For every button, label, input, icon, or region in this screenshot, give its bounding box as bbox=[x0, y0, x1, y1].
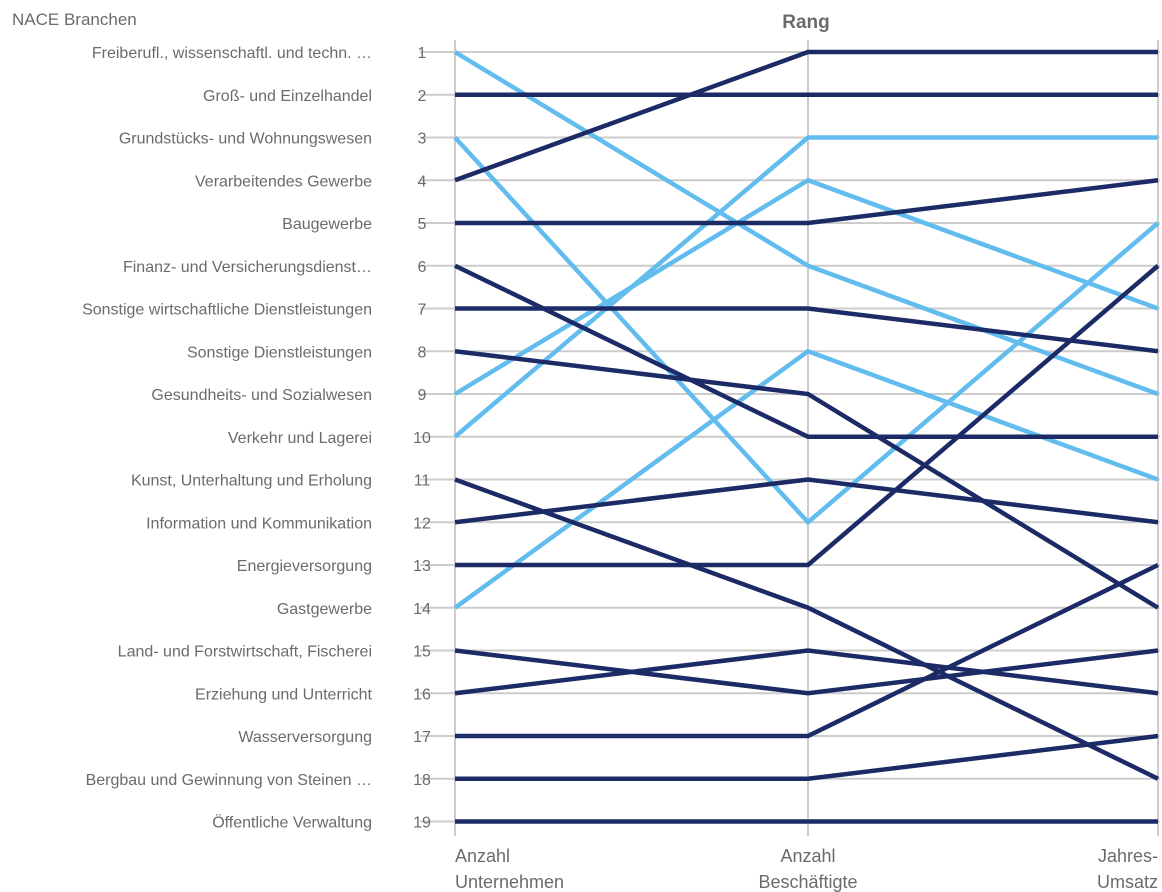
rank-tick-label: 18 bbox=[413, 772, 431, 789]
chart-title: Rang bbox=[782, 12, 830, 33]
rank-tick-label: 19 bbox=[413, 815, 431, 832]
rank-tick-label: 16 bbox=[413, 686, 431, 703]
category-label: Verarbeitendes Gewerbe bbox=[195, 173, 372, 190]
rank-tick-label: 2 bbox=[418, 88, 427, 105]
series-line bbox=[455, 264, 1160, 568]
rank-tick-label: 17 bbox=[413, 729, 431, 746]
x-axis-label: Anzahl bbox=[455, 846, 510, 866]
series-line bbox=[454, 477, 1159, 781]
category-label: Gesundheits- und Sozialwesen bbox=[151, 387, 372, 404]
category-label: Verkehr und Lagerei bbox=[228, 430, 372, 447]
series-line bbox=[453, 135, 1158, 439]
series-line bbox=[454, 49, 1158, 183]
rank-tick-label: 13 bbox=[413, 558, 431, 575]
x-axis-label: Anzahl bbox=[780, 846, 835, 866]
rank-tick-label: 12 bbox=[413, 515, 431, 532]
x-axis-label: Beschäftigte bbox=[758, 872, 857, 892]
category-label: Freiberufl., wissenschaftl. und techn. … bbox=[92, 45, 372, 62]
rank-tick-label: 15 bbox=[413, 644, 431, 661]
series-line bbox=[455, 562, 1159, 739]
series-line bbox=[454, 349, 1160, 610]
category-label: Finanz- und Versicherungsdienst… bbox=[123, 259, 372, 276]
rank-tick-label: 3 bbox=[418, 131, 427, 148]
series-lines bbox=[453, 49, 1160, 824]
series-line bbox=[454, 477, 1159, 525]
rank-tick-label: 1 bbox=[418, 45, 427, 62]
series-line bbox=[455, 306, 1159, 354]
rank-tick-label: 11 bbox=[414, 473, 431, 490]
category-label: Sonstige Dienstleistungen bbox=[187, 344, 372, 361]
rank-tick-label: 5 bbox=[418, 216, 427, 233]
category-label: Sonstige wirtschaftliche Dienstleistunge… bbox=[82, 302, 372, 319]
x-axis-label: Jahres- bbox=[1098, 846, 1158, 866]
rank-tick-label: 4 bbox=[418, 173, 427, 190]
rank-tick-label: 14 bbox=[413, 601, 431, 618]
category-label: Land- und Forstwirtschaft, Fischerei bbox=[118, 644, 372, 661]
category-label: Energieversorgung bbox=[237, 558, 372, 575]
x-axis-label: Umsatz bbox=[1097, 872, 1158, 892]
category-label: Groß- und Einzelhandel bbox=[203, 88, 372, 105]
category-label: Kunst, Unterhaltung und Erholung bbox=[131, 473, 372, 490]
rank-tick-label: 10 bbox=[413, 430, 431, 447]
series-line bbox=[453, 135, 1160, 526]
category-labels: Freiberufl., wissenschaftl. und techn. …… bbox=[82, 45, 372, 832]
category-label: Grundstücks- und Wohnungswesen bbox=[119, 131, 372, 148]
series-line bbox=[454, 648, 1159, 696]
series-line bbox=[454, 263, 1158, 439]
category-label: Gastgewerbe bbox=[277, 601, 372, 618]
rank-tick-label: 9 bbox=[418, 387, 427, 404]
row-header: NACE Branchen bbox=[12, 10, 137, 29]
category-label: Information und Kommunikation bbox=[146, 515, 372, 532]
x-axis-label: Unternehmen bbox=[455, 872, 564, 892]
rank-tick-label: 6 bbox=[418, 259, 427, 276]
category-label: Öffentliche Verwaltung bbox=[212, 814, 372, 832]
rank-tick-label: 8 bbox=[418, 344, 427, 361]
series-line bbox=[454, 648, 1159, 696]
series-line bbox=[453, 50, 1159, 397]
rank-tick-label: 7 bbox=[418, 302, 427, 319]
category-label: Erziehung und Unterricht bbox=[195, 686, 373, 703]
category-label: Baugewerbe bbox=[282, 216, 372, 233]
series-line bbox=[455, 178, 1159, 226]
series-line bbox=[455, 733, 1159, 781]
category-label: Bergbau und Gewinnung von Steinen … bbox=[86, 772, 372, 789]
category-label: Wasserversorgung bbox=[238, 729, 372, 746]
x-axis-labels: Anzahl Unternehmen Anzahl Beschäftigte Jahre… bbox=[455, 846, 1158, 892]
